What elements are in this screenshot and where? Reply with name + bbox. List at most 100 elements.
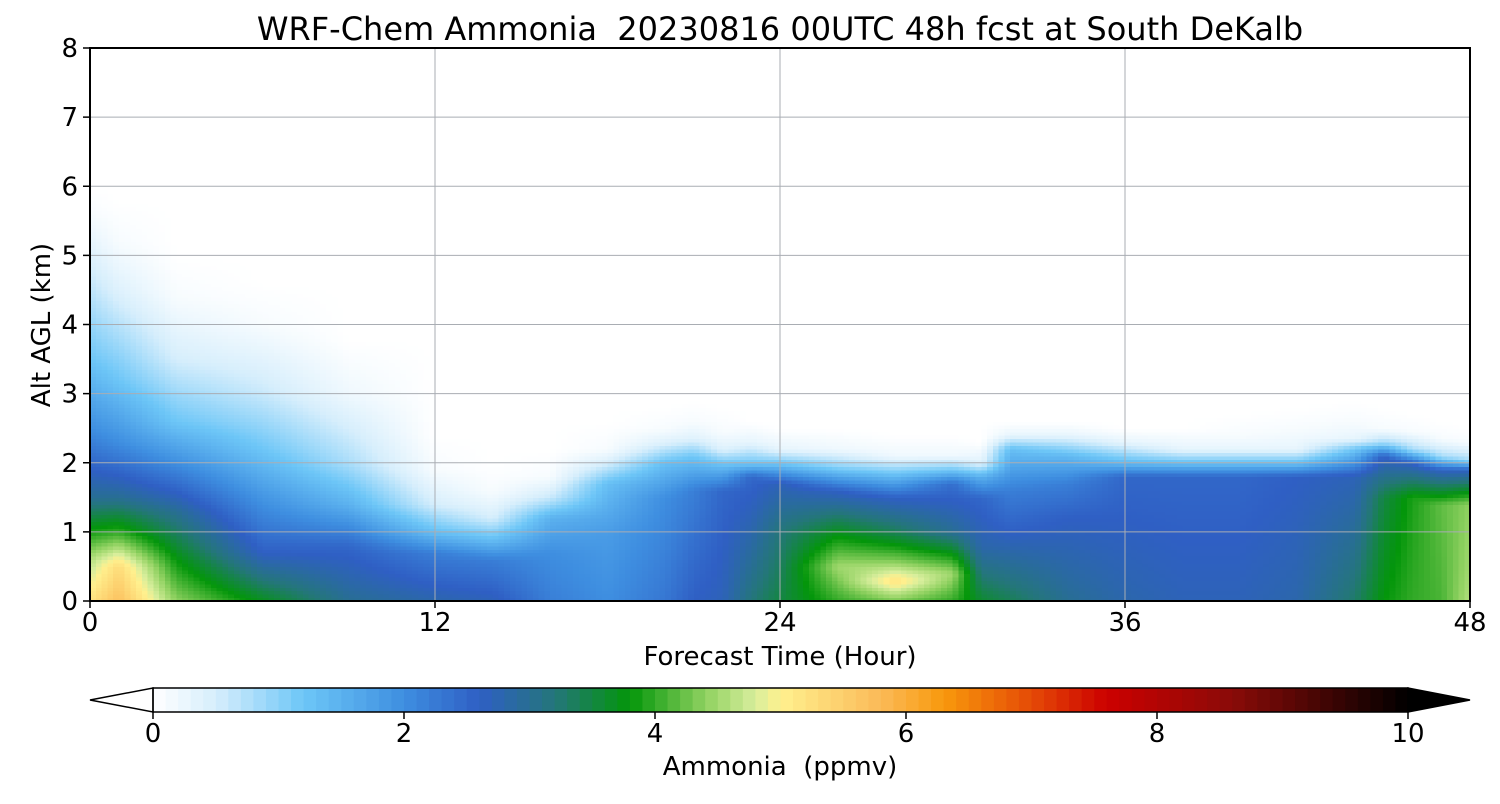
heat-cell bbox=[102, 445, 108, 449]
heat-cell bbox=[113, 401, 119, 405]
heat-cell bbox=[119, 145, 125, 149]
heat-cell bbox=[96, 363, 102, 367]
heat-cell bbox=[102, 591, 108, 595]
heat-cell bbox=[96, 242, 102, 246]
heat-cell bbox=[96, 86, 102, 90]
heat-cell bbox=[107, 300, 113, 304]
heat-cell bbox=[102, 428, 108, 432]
heat-cell bbox=[102, 311, 108, 315]
heat-cell bbox=[102, 197, 108, 201]
heat-cell bbox=[119, 214, 125, 218]
heat-cell bbox=[119, 280, 125, 284]
heat-cell bbox=[113, 145, 119, 149]
heat-cell bbox=[102, 480, 108, 484]
heat-cell bbox=[107, 96, 113, 100]
heat-cell bbox=[102, 456, 108, 460]
heat-cell bbox=[102, 356, 108, 360]
heat-cell bbox=[107, 311, 113, 315]
heat-cell bbox=[107, 172, 113, 176]
heat-cell bbox=[119, 352, 125, 356]
heat-cell bbox=[119, 363, 125, 367]
heat-cell bbox=[107, 262, 113, 266]
heat-cell bbox=[102, 307, 108, 311]
heat-cell bbox=[107, 483, 113, 487]
heat-cell bbox=[119, 325, 125, 329]
heat-cell bbox=[96, 162, 102, 166]
heat-cell bbox=[96, 483, 102, 487]
heat-cell bbox=[96, 62, 102, 66]
heat-cell bbox=[96, 366, 102, 370]
heat-cell bbox=[102, 172, 108, 176]
heat-cell bbox=[107, 190, 113, 194]
heat-cell bbox=[96, 152, 102, 156]
heat-cell bbox=[113, 456, 119, 460]
heat-cell bbox=[96, 217, 102, 221]
heat-cell bbox=[119, 435, 125, 439]
heat-cell bbox=[113, 131, 119, 135]
heat-cell bbox=[96, 501, 102, 505]
heat-cell bbox=[102, 283, 108, 287]
heat-cell bbox=[102, 366, 108, 370]
heat-cell bbox=[113, 242, 119, 246]
heat-cell bbox=[102, 69, 108, 73]
heat-cell bbox=[119, 179, 125, 183]
heat-cell bbox=[102, 522, 108, 526]
heat-cell bbox=[102, 463, 108, 467]
heat-cell bbox=[113, 483, 119, 487]
heat-cell bbox=[119, 307, 125, 311]
heat-cell bbox=[107, 504, 113, 508]
heat-cell bbox=[96, 425, 102, 429]
heat-cell bbox=[96, 511, 102, 515]
heat-cell bbox=[96, 591, 102, 595]
heat-cell bbox=[96, 117, 102, 121]
heat-cell bbox=[119, 186, 125, 190]
chart-title: WRF-Chem Ammonia 20230816 00UTC 48h fcst… bbox=[257, 10, 1303, 48]
heat-cell bbox=[113, 591, 119, 595]
heat-cell bbox=[107, 62, 113, 66]
heat-cell bbox=[113, 546, 119, 550]
heat-cell bbox=[107, 228, 113, 232]
heat-cell bbox=[102, 345, 108, 349]
heat-cell bbox=[96, 172, 102, 176]
heat-cell bbox=[96, 473, 102, 477]
heat-cell bbox=[107, 245, 113, 249]
heat-cell bbox=[96, 228, 102, 232]
heat-cell bbox=[107, 273, 113, 277]
heat-cell bbox=[96, 300, 102, 304]
heat-cell bbox=[119, 594, 125, 598]
heat-cell bbox=[119, 456, 125, 460]
heat-cell bbox=[113, 345, 119, 349]
heat-cell bbox=[107, 141, 113, 145]
heat-cell bbox=[96, 235, 102, 239]
heat-cell bbox=[102, 318, 108, 322]
heat-cell bbox=[107, 290, 113, 294]
heat-cell bbox=[96, 311, 102, 315]
heat-cell bbox=[119, 273, 125, 277]
heat-cell bbox=[96, 463, 102, 467]
chart-svg: WRF-Chem Ammonia 20230816 00UTC 48h fcst… bbox=[0, 0, 1500, 800]
heat-cell bbox=[102, 245, 108, 249]
heat-cell bbox=[107, 186, 113, 190]
heat-cell bbox=[96, 186, 102, 190]
heat-cell bbox=[107, 356, 113, 360]
heat-cell bbox=[113, 79, 119, 83]
heat-cell bbox=[119, 190, 125, 194]
heat-cell bbox=[102, 490, 108, 494]
heat-cell bbox=[113, 480, 119, 484]
heat-cell bbox=[107, 255, 113, 259]
heat-cell bbox=[113, 380, 119, 384]
heat-cell bbox=[119, 449, 125, 453]
heat-cell bbox=[102, 86, 108, 90]
heat-cell bbox=[102, 466, 108, 470]
heat-cell bbox=[107, 556, 113, 560]
heat-cell bbox=[113, 76, 119, 80]
heat-cell bbox=[119, 235, 125, 239]
heat-cell bbox=[102, 573, 108, 577]
heat-cell bbox=[107, 79, 113, 83]
heat-cell bbox=[102, 335, 108, 339]
heat-cell bbox=[102, 145, 108, 149]
heat-cell bbox=[107, 366, 113, 370]
heat-cell bbox=[119, 207, 125, 211]
heat-cell bbox=[119, 466, 125, 470]
heat-cell bbox=[102, 235, 108, 239]
